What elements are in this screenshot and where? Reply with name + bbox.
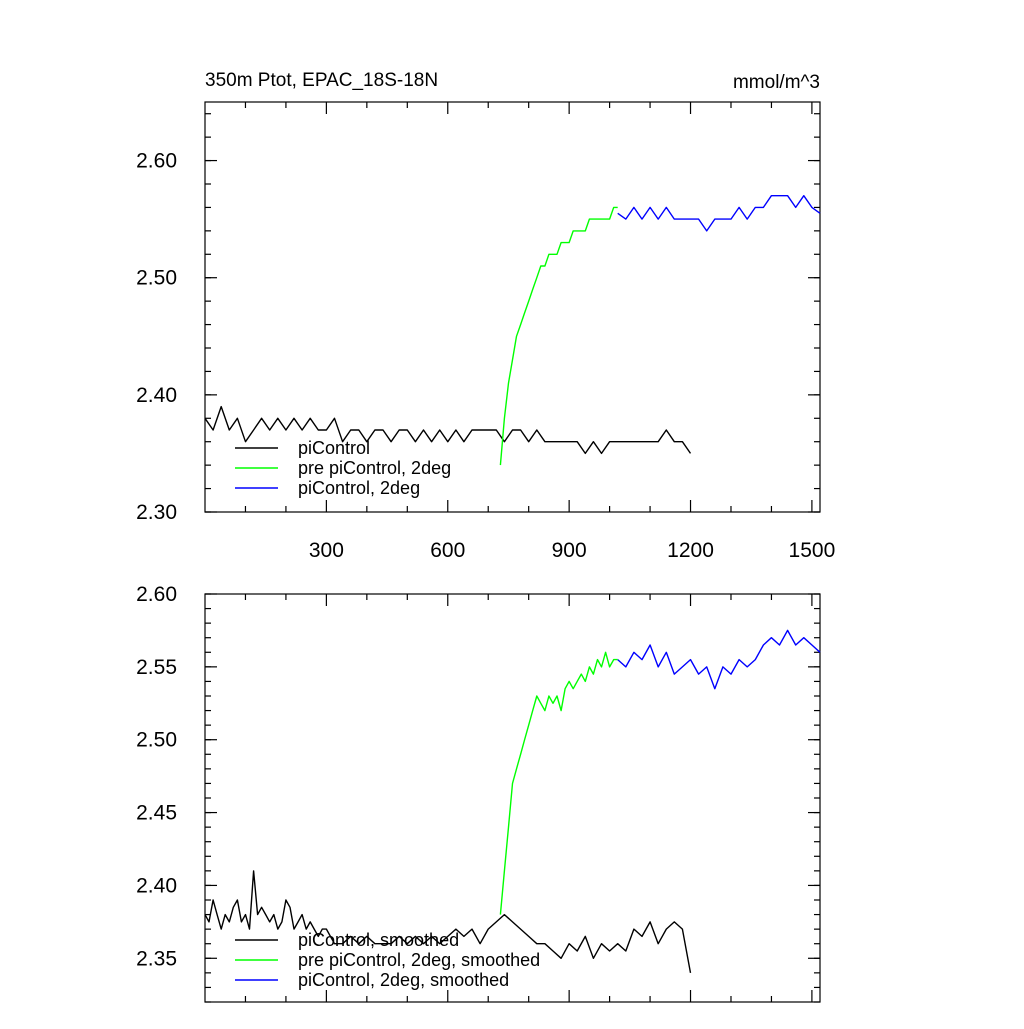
- panel2-ytick-label: 2.35: [136, 947, 177, 970]
- panel1-units-label: mmol/m^3: [733, 72, 820, 93]
- panel2-legend-label-3: piControl, 2deg, smoothed: [298, 970, 509, 990]
- panel2-ytick-label: 2.50: [136, 729, 177, 752]
- panel2-series-line-1: [204, 870, 692, 974]
- panel1-xtick-label: 1200: [667, 539, 714, 562]
- panel1-chart-title: 350m Ptot, EPAC_18S-18N: [205, 70, 438, 91]
- panel1-xtick-label: 900: [552, 539, 587, 562]
- panel1-plot-frame: [204, 101, 821, 513]
- panel2-series-line-3: [617, 629, 821, 690]
- panel2-legend-label-2: pre piControl, 2deg, smoothed: [298, 950, 540, 970]
- panel1-legend-label-2: pre piControl, 2deg: [298, 458, 451, 478]
- panel1-series-line-3: [617, 194, 821, 232]
- panel1-series-line-2: [499, 206, 618, 466]
- panel1-xtick-label: 300: [309, 539, 344, 562]
- panel1-xtick-label: 600: [430, 539, 465, 562]
- panel1-ytick-label: 2.50: [136, 267, 177, 290]
- panel2-ytick-label: 2.40: [136, 874, 177, 897]
- panel1-ytick-label: 2.40: [136, 384, 177, 407]
- panel2-ytick-label: 2.45: [136, 802, 177, 825]
- panel1-legend-label-1: piControl: [298, 438, 370, 458]
- panel2-ytick-label: 2.55: [136, 656, 177, 679]
- panel2-ytick-label: 2.60: [136, 583, 177, 606]
- panel1-series-line-1: [204, 405, 692, 455]
- panel1-ytick-label: 2.60: [136, 150, 177, 173]
- panel1-ytick-label: 2.30: [136, 501, 177, 524]
- panel2-series-line-2: [499, 651, 618, 915]
- panel1-xtick-label: 1500: [789, 539, 836, 562]
- panel2-legend-label-1: piControl, smoothed: [298, 930, 459, 950]
- panel1-legend-label-3: piControl, 2deg: [298, 478, 420, 498]
